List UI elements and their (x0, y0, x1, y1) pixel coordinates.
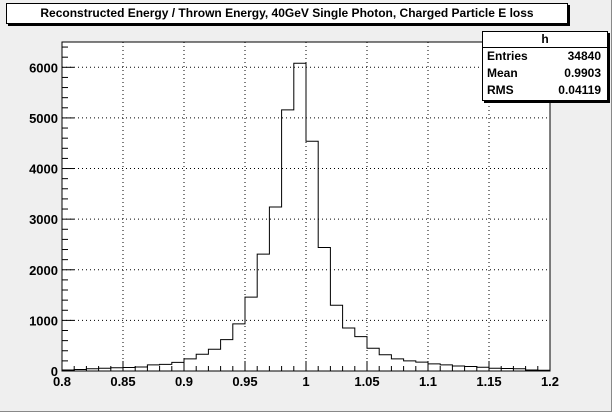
stats-row-rms: RMS 0.04119 (483, 82, 607, 99)
x-tick-label: 1.05 (354, 374, 379, 389)
stats-mean-value: 0.9903 (564, 66, 601, 80)
x-tick-label: 0.8 (53, 374, 71, 389)
histogram-outline (61, 62, 551, 371)
y-tick-label: 0 (51, 364, 58, 379)
stats-histogram-name: h (483, 32, 607, 48)
chart-title: Reconstructed Energy / Thrown Energy, 40… (6, 3, 568, 24)
y-tick-label: 3000 (29, 212, 58, 227)
x-tick-label: 0.9 (175, 374, 193, 389)
axes: 0.8 0.85 0.9 0.95 1 1.05 1.1 1.15 1.2 0 1000 2000 30… (29, 46, 559, 389)
stats-rms-value: 0.04119 (558, 83, 601, 97)
x-tick-label: 1.1 (419, 374, 437, 389)
x-tick-label: 1 (302, 374, 309, 389)
x-tick-label: 0.95 (232, 374, 257, 389)
stats-mean-label: Mean (487, 66, 518, 80)
y-tick-label: 5000 (29, 111, 58, 126)
x-tick-label: 1.2 (541, 374, 559, 389)
stats-entries-label: Entries (487, 49, 528, 63)
x-tick-label: 1.15 (476, 374, 501, 389)
stats-rms-label: RMS (487, 83, 514, 97)
stats-entries-value: 34840 (567, 49, 601, 63)
y-tick-label: 1000 (29, 313, 58, 328)
stats-row-entries: Entries 34840 (483, 48, 607, 65)
x-tick-label: 0.85 (110, 374, 135, 389)
stats-row-mean: Mean 0.9903 (483, 65, 607, 82)
y-tick-label: 6000 (29, 60, 58, 75)
stats-box: h Entries 34840 Mean 0.9903 RMS 0.04119 (482, 31, 608, 101)
y-tick-label: 2000 (29, 263, 58, 278)
y-tick-label: 4000 (29, 162, 58, 177)
